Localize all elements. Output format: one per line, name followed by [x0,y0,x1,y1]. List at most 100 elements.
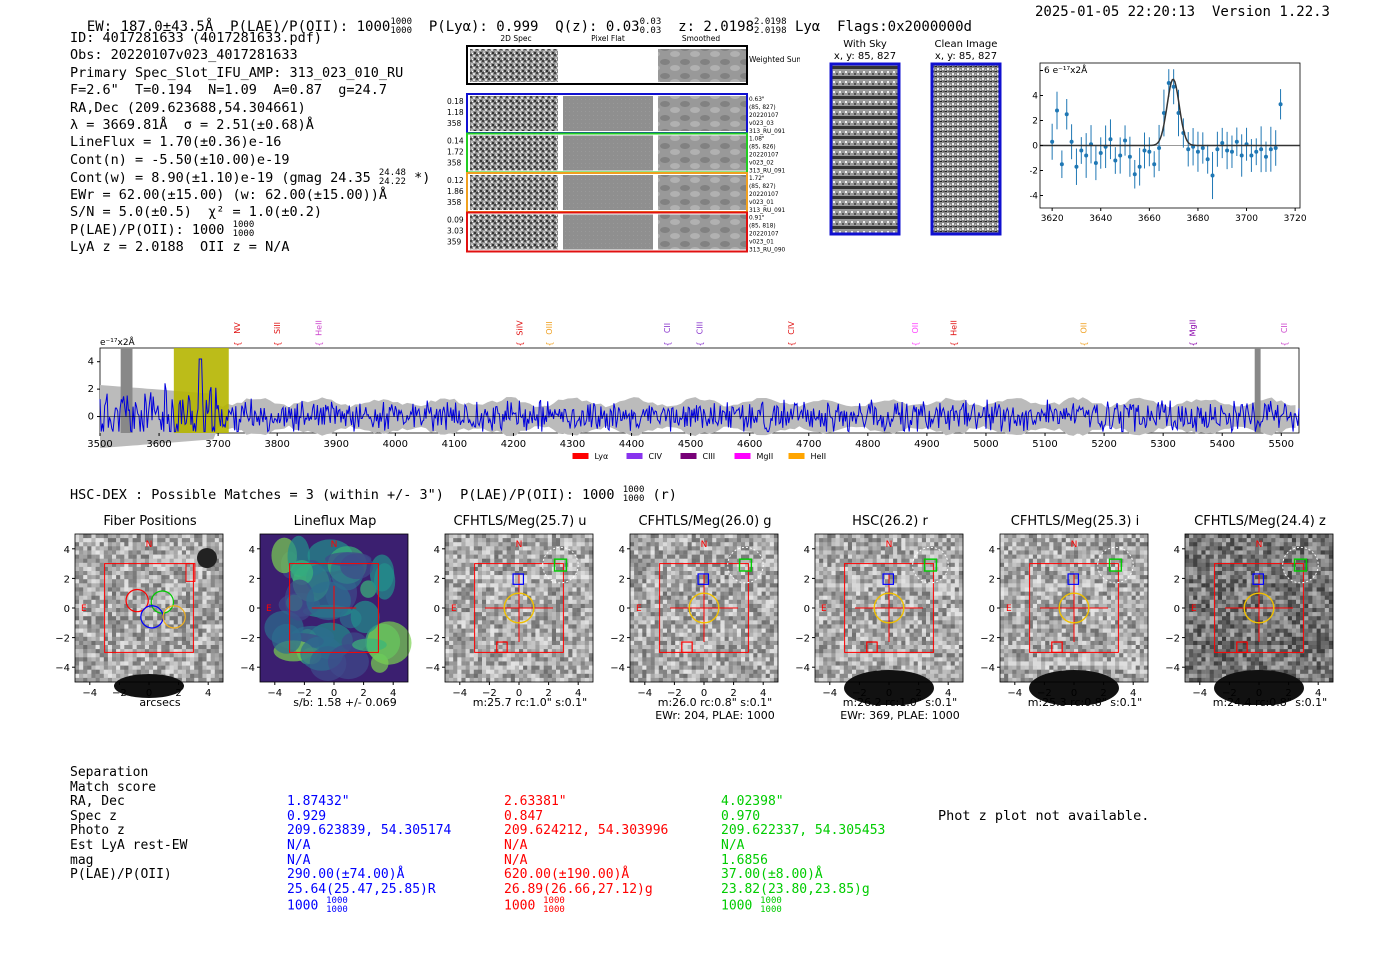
label-separation: Separation [70,765,149,780]
cutout-image: N E 4 2 0 −2 −4 −4 −2 0 2 4 [980,533,1149,705]
cutout-xtick-label: −2 [1037,688,1052,699]
spectrum-xtick-label: 4500 [678,439,703,450]
cutout-title: Fiber Positions [103,514,197,529]
spectrum-line-marker: HeII [949,320,958,336]
cutout-pixels [445,534,594,683]
zoom-point [1098,151,1103,155]
spectrum-line-marker: CII [1280,323,1289,333]
cutout-ytick-label: 2 [249,574,255,585]
spectrum-xtick-label: 3800 [264,439,289,450]
zoom-point [1263,154,1268,159]
target-circle [688,592,720,624]
cutout-title: CFHTLS/Meg(24.4) z [1194,514,1326,529]
cutout-xtick-label: −4 [822,688,837,699]
cutout-xtick-label: 4 [390,688,396,699]
spectrum-line-marker: NV [233,322,242,334]
header-plae: P(LAE)/P(OII): 1000 [230,19,391,35]
weighted-sum-2d [470,49,558,82]
spectrum-line-marker-brace: { [515,341,524,346]
cutout-ytick-label: −2 [795,634,810,645]
zoom-xtick-label: 3680 [1186,214,1209,224]
zoom-ytick-label: 0 [1032,142,1038,152]
header-flags: Flags:0x2000000d [837,19,972,35]
cutout-image: N E 4 2 0 −2 −4 −4 −2 0 2 4 [425,533,594,699]
zoom-point [1108,137,1113,142]
header-datetime: 2025-01-05 22:20:13 [1034,4,1196,20]
spectrum-mask-left [120,348,133,433]
cutout-ytick-label: 2 [434,574,440,585]
cutout-ytick-label: 4 [1174,545,1180,556]
zoom-unit-label: 6 e⁻¹⁷x2Å [1044,64,1088,76]
zoom-point [1229,149,1234,154]
fiber-row-flat [563,135,653,171]
cutout-caption: m:25.3 rc:0.8" s:0.1" [1027,696,1143,709]
spectrum-line-marker: SiIV [515,320,524,336]
target-circle [873,592,905,624]
with-sky-title: With Sky [843,39,887,50]
ellipse-aperture [727,546,764,584]
fiber-row: 0.14 1.72 358 1.08" (85, 826) 20220107 v023_02… [447,132,786,175]
zoom-point [1186,147,1191,152]
spectrum-xtick-label: 4800 [855,439,880,450]
cutout-xtick-label: −4 [1192,688,1207,699]
zoom-point [1166,81,1171,85]
spectrum-xtick-label: 4600 [737,439,762,450]
col-title-pixelflat: Pixel Flat [591,34,625,43]
cutout-ytick-label: 0 [64,604,70,615]
cutout-ytick-label: 0 [434,604,440,615]
lineflux-map-blob [350,600,380,634]
fiber-row-meta: 20220107 [749,192,779,198]
header-ew: EW: 187.0±43.5Å [86,19,214,35]
fiber-row-smoothed [658,96,746,131]
cutout-ytick-label: 4 [434,545,440,556]
fiber-row-meta: 313_RU_091 [749,208,786,214]
fiber-circle [125,588,149,613]
fiber-row-meta: 20220107 [749,232,779,238]
zoom-point [1152,162,1157,167]
cutout-ytick-label: −4 [425,663,440,674]
match-box-green [553,558,568,572]
cutout-ytick-label: 4 [64,545,70,556]
match-box-blue [882,573,895,585]
zoom-point [1050,139,1055,144]
spectrum-xtick-label: 5300 [1150,439,1175,450]
cutout-caption-2: EWr: 369, PLAE: 1000 [840,709,960,722]
spectrum-xtick-label: 3600 [146,439,171,450]
zoom-point [1074,164,1079,169]
cutout-xtick-label: 0 [146,688,152,699]
label-ew: Est LyA rest-EW [70,837,188,853]
sky-panels: With Sky x, y: 85, 827 Clean Image x, y:… [829,39,1002,236]
spectrum-line-marker-brace: { [315,341,324,346]
fiber-2d-panel: 2D Spec Pixel Flat Smoothed Weighted Sum… [447,34,800,254]
east-label: E [266,604,272,614]
cutout-caption: m:25.7 rc:1.0" s:0.1" [472,696,588,709]
match-column-1: 1.87432" 0.929 209.623839, 54.305174 N/A N/A… [287,794,452,916]
fiber-row: 0.12 1.86 358 1.72" (85, 827) 20220107 v023_01… [447,172,786,214]
zoom-point [1200,146,1205,150]
match-box-blue [512,573,525,585]
zoom-xtick-label: 3660 [1138,214,1161,224]
spectrum-line-marker: OII [1079,322,1088,333]
cutout-ytick-label: 2 [64,574,70,585]
spectrum-xtick-label: 3500 [87,439,112,450]
zoom-point [1273,146,1278,150]
lineflux-map-blob [327,644,369,680]
bright-source [844,670,934,705]
cutout-ytick-label: 4 [804,545,810,556]
cutout-xtick-label: −2 [1222,688,1237,699]
cutout-xtick-label: 0 [516,688,522,699]
fiber-row-meta: (85, 827) [749,105,776,111]
spectrum-unit-label: e⁻¹⁷x2Å [100,336,136,348]
zoom-point [1069,139,1074,144]
fiber-row-smoothed [658,135,746,171]
col-title-smoothed: Smoothed [682,34,721,43]
info-lambda: λ = 3669.81Å σ = 2.51(±0.68)Å [70,116,314,133]
cutout-ytick-label: 2 [619,574,625,585]
zoom-point [1278,102,1283,107]
full-spectrum-chart: 3500 3600 3700 3800 3900 4000 4100 4200 4300 4400… [87,320,1300,461]
bright-source [1214,670,1304,705]
cutout-xtick-label: 4 [760,688,766,699]
fiber-row-meta: v023_01 [749,240,774,246]
spectrum-line-marker-brace: { [1189,341,1198,346]
match-row-labels: Separation Match score RA, Dec Spec z Ph… [70,765,188,883]
